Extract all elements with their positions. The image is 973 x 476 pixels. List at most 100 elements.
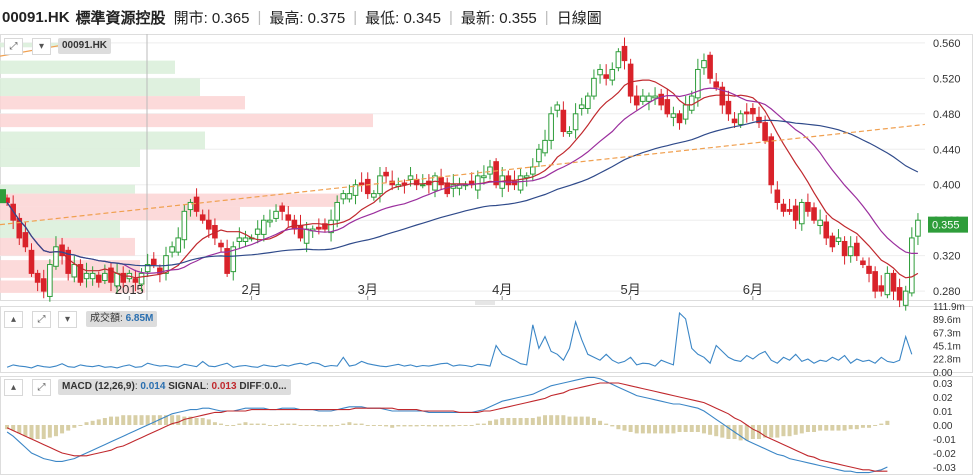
candle-body <box>163 255 169 274</box>
candle-body <box>181 210 188 241</box>
macd-histogram-bar <box>115 416 120 425</box>
macd-histogram-bar <box>286 423 291 425</box>
volume-panel-down-button[interactable]: ▾ <box>58 311 77 328</box>
candle-body <box>646 95 652 102</box>
macd-histogram-bar <box>96 419 101 425</box>
price-tick-label: 0.520 <box>933 73 961 85</box>
expand-macd-panel-button[interactable]: ⤢ <box>32 379 51 396</box>
candle-body <box>316 226 322 230</box>
last-price-label: 0.355 <box>932 220 960 232</box>
volume-at-price-bar <box>0 280 145 293</box>
high-price: 最高: 0.375 <box>269 9 346 27</box>
candle-body <box>242 237 249 242</box>
price-tick-label: 0.320 <box>933 251 961 263</box>
candle-body <box>854 242 860 257</box>
candle-body <box>377 175 383 195</box>
volume-panel-up-button[interactable]: ▴ <box>4 311 23 328</box>
candle-body <box>493 161 499 186</box>
macd-histogram-bar <box>885 420 890 425</box>
candle-body <box>890 272 897 292</box>
candle-body <box>419 184 426 187</box>
macd-histogram-bar <box>518 418 523 425</box>
candle-body <box>695 68 701 99</box>
macd-histogram-bar <box>121 415 126 425</box>
candle-body <box>798 201 805 225</box>
candle-body <box>591 77 597 97</box>
macd-histogram-bar <box>225 425 230 426</box>
candle-body <box>59 244 65 257</box>
candle-body <box>884 272 891 296</box>
macd-histogram-bar <box>170 415 175 425</box>
macd-histogram-bar <box>873 425 878 426</box>
candle-body <box>719 86 726 106</box>
macd-histogram-bar <box>720 425 725 438</box>
price-panel-down-button[interactable]: ▾ <box>32 38 51 55</box>
candle-body <box>279 205 285 212</box>
candle-body <box>707 54 713 79</box>
candle-body <box>144 264 151 273</box>
macd-histogram-bar <box>145 415 150 425</box>
expand-volume-panel-button[interactable]: ⤢ <box>32 311 51 328</box>
candle-body <box>346 193 353 200</box>
macd-histogram-bar <box>200 418 205 425</box>
macd-histogram-bar <box>384 425 389 427</box>
macd-histogram-bar <box>653 425 658 434</box>
candle-body <box>328 219 334 234</box>
macd-histogram-bar <box>432 425 437 427</box>
macd-histogram-bar <box>738 425 743 441</box>
macd-histogram-bar <box>396 425 401 427</box>
x-tick-label: 2月 <box>241 282 261 297</box>
volume-at-price-bar <box>0 78 200 97</box>
macd-tick-label: 0.03 <box>933 379 953 390</box>
candle-body <box>254 228 261 235</box>
macd-histogram-bar <box>775 425 780 438</box>
candle-body <box>150 258 157 266</box>
candle-body <box>578 104 585 109</box>
macd-histogram-bar <box>500 418 505 425</box>
macd-histogram-bar <box>176 415 181 425</box>
candle-body <box>487 166 493 175</box>
macd-tick-label: 0.00 <box>933 421 953 432</box>
macd-histogram-bar <box>359 423 364 425</box>
candle-body <box>364 178 371 195</box>
candle-body <box>40 278 47 292</box>
macd-histogram-bar <box>219 423 224 425</box>
candle-body <box>633 95 640 106</box>
x-tick-label: 4月 <box>492 282 512 297</box>
macd-tick-label: 0.01 <box>933 407 953 418</box>
expand-price-panel-button[interactable]: ⤢ <box>4 38 23 55</box>
macd-histogram-bar <box>133 415 138 425</box>
candle-body <box>224 248 230 274</box>
candle-body <box>725 100 732 115</box>
chart-header: 00091.HK 標準資源控股 開市: 0.365 | 最高: 0.375 | … <box>0 0 973 34</box>
macd-histogram-bar <box>390 425 395 428</box>
chart-period: 日線圖 <box>556 9 602 27</box>
macd-histogram-bar <box>212 422 217 425</box>
candle-body <box>175 237 182 253</box>
macd-histogram-bar <box>402 425 407 427</box>
macd-histogram-bar <box>769 425 774 438</box>
x-tick-label: 6月 <box>743 282 763 297</box>
macd-histogram-bar <box>365 425 370 426</box>
volume-tick-label: 111.9m <box>933 302 965 313</box>
macd-histogram-bar <box>304 425 309 426</box>
candle-body <box>560 109 567 133</box>
macd-histogram-bar <box>310 425 315 426</box>
candle-body <box>517 175 524 191</box>
candle-body <box>102 272 108 281</box>
macd-panel-up-button[interactable]: ▴ <box>4 379 23 396</box>
price-panel-label: 00091.HK <box>58 38 112 54</box>
candle-body <box>77 264 84 283</box>
candle-body <box>187 201 194 211</box>
candle-body <box>340 193 347 200</box>
macd-histogram-bar <box>763 425 768 438</box>
x-tick-label: 5月 <box>620 282 640 297</box>
macd-histogram-bar <box>206 419 211 425</box>
signal-line <box>6 382 888 472</box>
macd-histogram-bar <box>543 415 548 425</box>
macd-histogram-bar <box>451 425 456 427</box>
candle-body <box>53 246 59 267</box>
macd-histogram-bar <box>231 425 236 426</box>
macd-histogram-bar <box>481 423 486 425</box>
